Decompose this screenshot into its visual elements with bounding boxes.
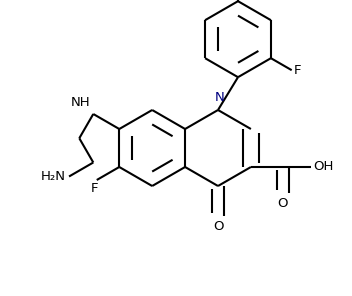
Text: F: F — [91, 182, 99, 195]
Text: H₂N: H₂N — [41, 170, 66, 183]
Text: F: F — [294, 64, 301, 77]
Text: OH: OH — [313, 160, 333, 173]
Text: O: O — [278, 197, 288, 210]
Text: O: O — [213, 220, 223, 233]
Text: N: N — [215, 91, 225, 104]
Text: NH: NH — [71, 96, 90, 109]
